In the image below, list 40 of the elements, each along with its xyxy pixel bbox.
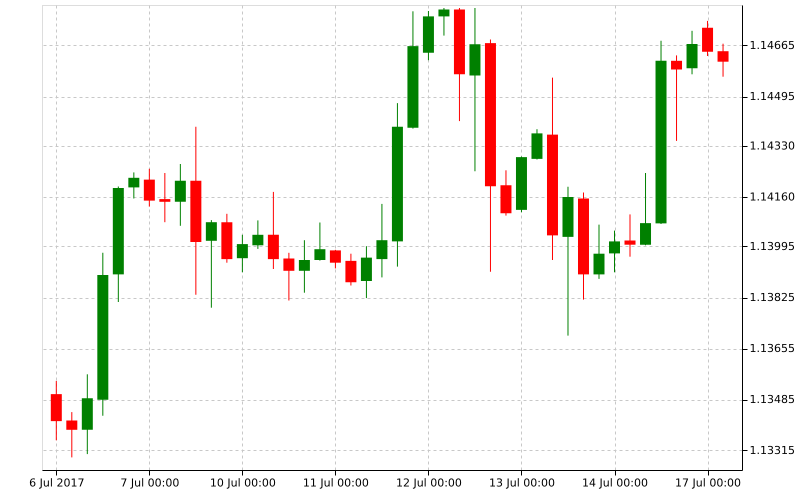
y-tick-label: 1.14330 xyxy=(750,140,795,152)
candlestick xyxy=(345,253,356,286)
y-tick-label: 1.13995 xyxy=(750,240,795,253)
x-tick-label: 7 Jul 00:00 xyxy=(120,476,180,490)
candlestick xyxy=(236,234,248,273)
candlestick xyxy=(330,249,341,269)
candlestick xyxy=(298,240,310,294)
candlestick xyxy=(252,220,264,250)
candlestick xyxy=(174,164,186,226)
y-tick-label: 1.13825 xyxy=(750,291,795,304)
candlestick xyxy=(594,224,604,280)
candlestick xyxy=(438,8,450,36)
candlestick xyxy=(314,222,326,262)
x-tick-label: 13 Jul 00:00 xyxy=(488,476,555,490)
y-tick-label: 1.14665 xyxy=(750,39,795,52)
y-tick-label: 1.13485 xyxy=(750,393,795,406)
candlestick xyxy=(640,172,652,246)
candlestick xyxy=(376,203,388,278)
candlestick xyxy=(144,168,155,208)
x-tick-label: 17 Jul 00:00 xyxy=(675,476,742,490)
candlestick xyxy=(671,54,682,142)
candlestick xyxy=(66,412,78,458)
x-tick-label: 6 Jul 2017 xyxy=(29,476,84,490)
x-tick-label: 12 Jul 00:00 xyxy=(396,476,462,490)
y-tick-label: 1.14160 xyxy=(750,190,795,204)
candlestick xyxy=(206,220,217,308)
y-tick-label: 1.14495 xyxy=(750,90,795,103)
candlestick xyxy=(718,43,729,78)
x-tick-label: 10 Jul 00:00 xyxy=(210,476,276,490)
candlestick xyxy=(360,246,372,299)
y-tick-label: 1.13315 xyxy=(750,444,795,457)
candlestick xyxy=(609,230,620,273)
x-tick-label: 11 Jul 00:00 xyxy=(302,476,369,490)
candlestick xyxy=(128,172,140,199)
y-tick-label: 1.13655 xyxy=(750,342,795,355)
candlestick xyxy=(159,172,170,223)
candlestick xyxy=(283,252,294,301)
candlestick xyxy=(702,20,714,56)
candlestick xyxy=(624,214,636,258)
x-tick-label: 14 Jul 00:00 xyxy=(582,476,648,490)
